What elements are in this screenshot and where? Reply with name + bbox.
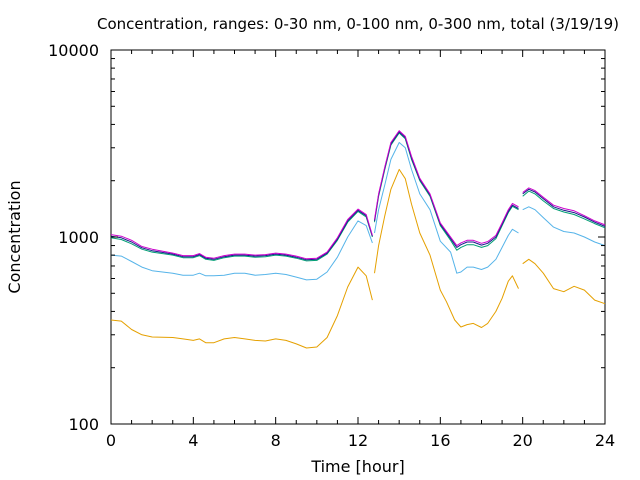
- series-2-line-segment: [522, 206, 606, 247]
- x-tick-label: 16: [430, 431, 450, 450]
- plot-frame: [110, 49, 606, 425]
- x-tick-label: 8: [271, 431, 281, 450]
- y-axis-label: Concentration: [5, 180, 24, 293]
- plot-area: [110, 49, 606, 425]
- series-5-line-segment: [374, 130, 519, 247]
- chart-title: Concentration, ranges: 0-30 nm, 0-100 nm…: [97, 15, 619, 33]
- x-tick-label: 0: [106, 431, 116, 450]
- x-tick-label: 4: [188, 431, 198, 450]
- series-5-line-segment: [110, 208, 373, 260]
- series-3-line-segment: [110, 210, 373, 262]
- series-1-line-segment: [374, 168, 519, 328]
- series-3-line-segment: [374, 132, 519, 251]
- series-2-line-segment: [110, 220, 373, 281]
- series-layer: [110, 130, 606, 349]
- x-tick-label: 20: [512, 431, 532, 450]
- x-tick-label: 12: [348, 431, 368, 450]
- ticks-layer: 0 4 8 12 16 20 24 100 1000 10000: [48, 41, 615, 450]
- series-5-line-segment: [522, 187, 606, 226]
- x-tick-label: 24: [595, 431, 615, 450]
- series-4-line-segment: [522, 188, 606, 227]
- y-tick-label: 100: [68, 415, 99, 434]
- y-tick-label: 1000: [58, 228, 99, 247]
- series-1-line-segment: [522, 258, 606, 305]
- x-axis-label: Time [hour]: [310, 457, 404, 476]
- series-3-line-segment: [522, 190, 606, 229]
- series-1-line-segment: [110, 266, 373, 349]
- series-2-line-segment: [374, 142, 519, 274]
- series-4-line-segment: [110, 209, 373, 261]
- y-tick-label: 10000: [48, 41, 99, 60]
- series-4-line-segment: [374, 131, 519, 248]
